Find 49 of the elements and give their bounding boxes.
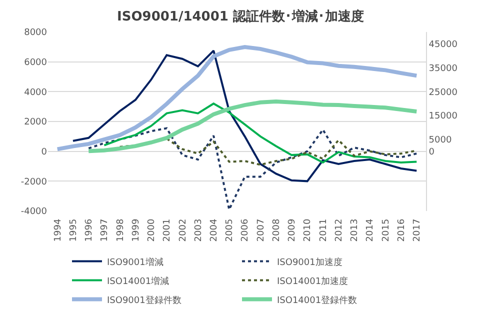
y-tick-label: 8000 — [24, 28, 48, 38]
x-tick-label: 2004 — [209, 218, 220, 242]
x-tick-label: 1999 — [131, 218, 142, 242]
y-tick-label: -4000 — [20, 207, 48, 218]
y-tick-label: 6000 — [24, 58, 48, 68]
y2-tick-label: 15000 — [428, 112, 458, 122]
y2-tick-label: 35000 — [428, 64, 458, 74]
line-series — [72, 50, 418, 182]
legend-label: ISO9001増減 — [107, 256, 164, 268]
y2-tick-label: 25000 — [428, 88, 458, 98]
x-tick-label: 2000 — [147, 218, 158, 242]
x-tick-label: 2008 — [272, 218, 282, 242]
y2-tick-label: 0 — [428, 147, 435, 158]
x-tick-label: 2001 — [162, 218, 173, 242]
x-tick-label: 2003 — [194, 218, 204, 242]
line-series — [55, 45, 419, 152]
y2-tick-label: 45000 — [428, 40, 458, 50]
x-tick-label: 2011 — [318, 218, 329, 242]
legend-label: ISO9001加速度 — [277, 256, 342, 268]
y-tick-label: -2000 — [20, 177, 48, 188]
x-tick-label: 2013 — [350, 218, 360, 242]
x-tick-label: 1998 — [116, 218, 126, 242]
x-tick-label: 1994 — [53, 218, 64, 242]
x-tick-label: 2017 — [412, 218, 423, 242]
legend-label: ISO14001加速度 — [277, 276, 348, 287]
chart-title: ISO9001/14001 認証件数･増減･加速度 — [117, 8, 364, 25]
line-series — [86, 99, 419, 154]
line-series — [103, 102, 418, 164]
x-tick-label: 2010 — [303, 218, 314, 242]
x-tick-label: 2007 — [256, 218, 266, 242]
x-tick-label: 1997 — [100, 218, 110, 242]
x-tick-label: 2012 — [334, 218, 344, 242]
y-tick-label: 0 — [41, 147, 48, 158]
x-tick-label: 2005 — [225, 218, 236, 242]
line-series — [88, 127, 418, 211]
legend-label: ISO14001登録件数 — [277, 294, 358, 306]
x-tick-label: 2009 — [288, 218, 298, 242]
x-tick-label: 2015 — [381, 218, 392, 242]
y2-tick-label: 5000 — [428, 136, 452, 146]
x-tick-label: 2014 — [366, 218, 376, 242]
x-tick-label: 1995 — [68, 218, 79, 242]
legend-label: ISO9001登録件数 — [107, 294, 182, 306]
x-tick-label: 2006 — [240, 218, 251, 242]
x-tick-label: 2002 — [178, 218, 188, 242]
x-tick-label: 2016 — [396, 218, 407, 242]
y-tick-label: 4000 — [24, 88, 48, 98]
y-tick-label: 2000 — [24, 118, 48, 128]
legend-label: ISO14001増減 — [107, 276, 170, 287]
x-tick-label: 1996 — [84, 218, 95, 242]
